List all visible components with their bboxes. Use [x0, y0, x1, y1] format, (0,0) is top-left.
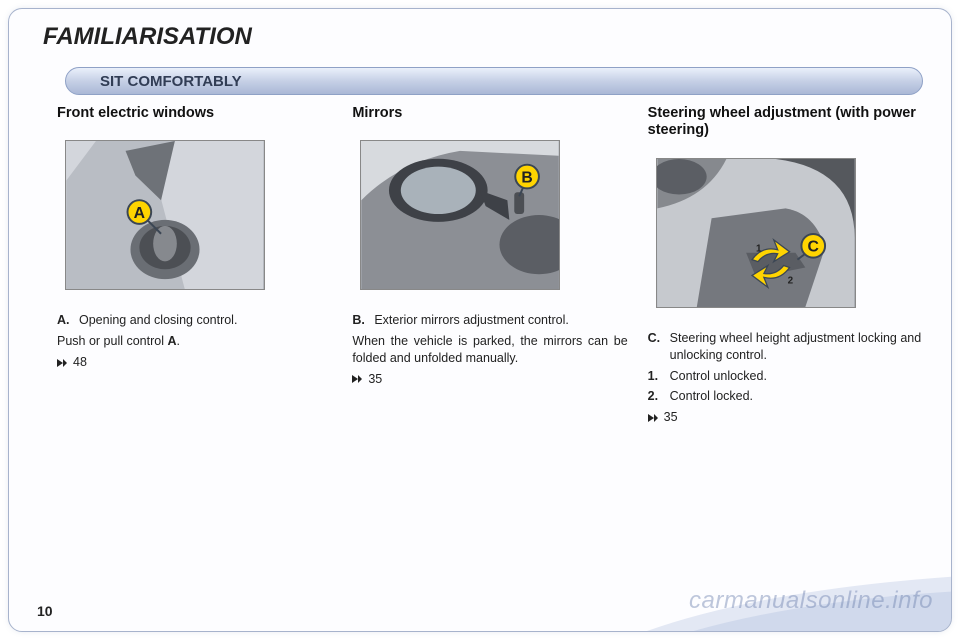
page-title: FAMILIARISATION	[43, 23, 252, 51]
ref-number: 48	[73, 354, 87, 371]
list-item: 2. Control locked.	[648, 388, 923, 405]
item-label: 1.	[648, 368, 670, 385]
svg-text:1: 1	[756, 244, 762, 255]
section-bar: SIT COMFORTABLY	[65, 67, 923, 95]
item-desc: Opening and closing control.	[79, 312, 332, 329]
manual-page: FAMILIARISATION SIT COMFORTABLY Front el…	[8, 8, 952, 632]
col-front-windows: Front electric windows A	[57, 105, 332, 573]
item-desc: Control unlocked.	[670, 368, 923, 385]
callout-label-c: C	[807, 239, 818, 256]
text-front-windows: A. Opening and closing control. Push or …	[57, 312, 332, 371]
text-mirrors: B. Exterior mirrors adjustment control. …	[352, 312, 627, 388]
ref-arrow-icon	[648, 414, 658, 422]
ref-number: 35	[368, 371, 382, 388]
item-desc: Steering wheel height adjustment locking…	[670, 330, 923, 364]
content-columns: Front electric windows A	[57, 105, 923, 573]
list-item: B. Exterior mirrors adjustment control.	[352, 312, 627, 329]
item-label: C.	[648, 330, 670, 364]
extra-text: Push or pull control A.	[57, 333, 332, 350]
item-desc: Exterior mirrors adjustment control.	[374, 312, 627, 329]
list-item: A. Opening and closing control.	[57, 312, 332, 329]
page-ref: 48	[57, 354, 332, 371]
item-desc: Control locked.	[670, 388, 923, 405]
watermark: carmanualsonline.info	[689, 587, 933, 615]
item-label: A.	[57, 312, 79, 329]
extra-text: When the vehicle is parked, the mirrors …	[352, 333, 627, 367]
photo-steering: 1 2 C	[656, 158, 856, 308]
item-label: B.	[352, 312, 374, 329]
callout-label-a: A	[134, 205, 145, 222]
svg-text:2: 2	[787, 275, 793, 286]
ref-arrow-icon	[57, 359, 67, 367]
callout-label-b: B	[522, 170, 533, 187]
page-ref: 35	[352, 371, 627, 388]
section-title: SIT COMFORTABLY	[100, 73, 242, 90]
text-steering: C. Steering wheel height adjustment lock…	[648, 330, 923, 426]
col-steering: Steering wheel adjustment (with power st…	[648, 105, 923, 573]
col-mirrors: Mirrors B B	[352, 105, 627, 573]
item-label: 2.	[648, 388, 670, 405]
photo-front-windows: A	[65, 140, 265, 290]
heading-front-windows: Front electric windows	[57, 105, 332, 122]
ref-arrow-icon	[352, 375, 362, 383]
heading-mirrors: Mirrors	[352, 105, 627, 122]
photo-mirrors: B	[360, 140, 560, 290]
ref-number: 35	[664, 409, 678, 426]
list-item: C. Steering wheel height adjustment lock…	[648, 330, 923, 364]
heading-steering: Steering wheel adjustment (with power st…	[648, 105, 923, 140]
page-ref: 35	[648, 409, 923, 426]
page-number: 10	[37, 603, 53, 619]
list-item: 1. Control unlocked.	[648, 368, 923, 385]
